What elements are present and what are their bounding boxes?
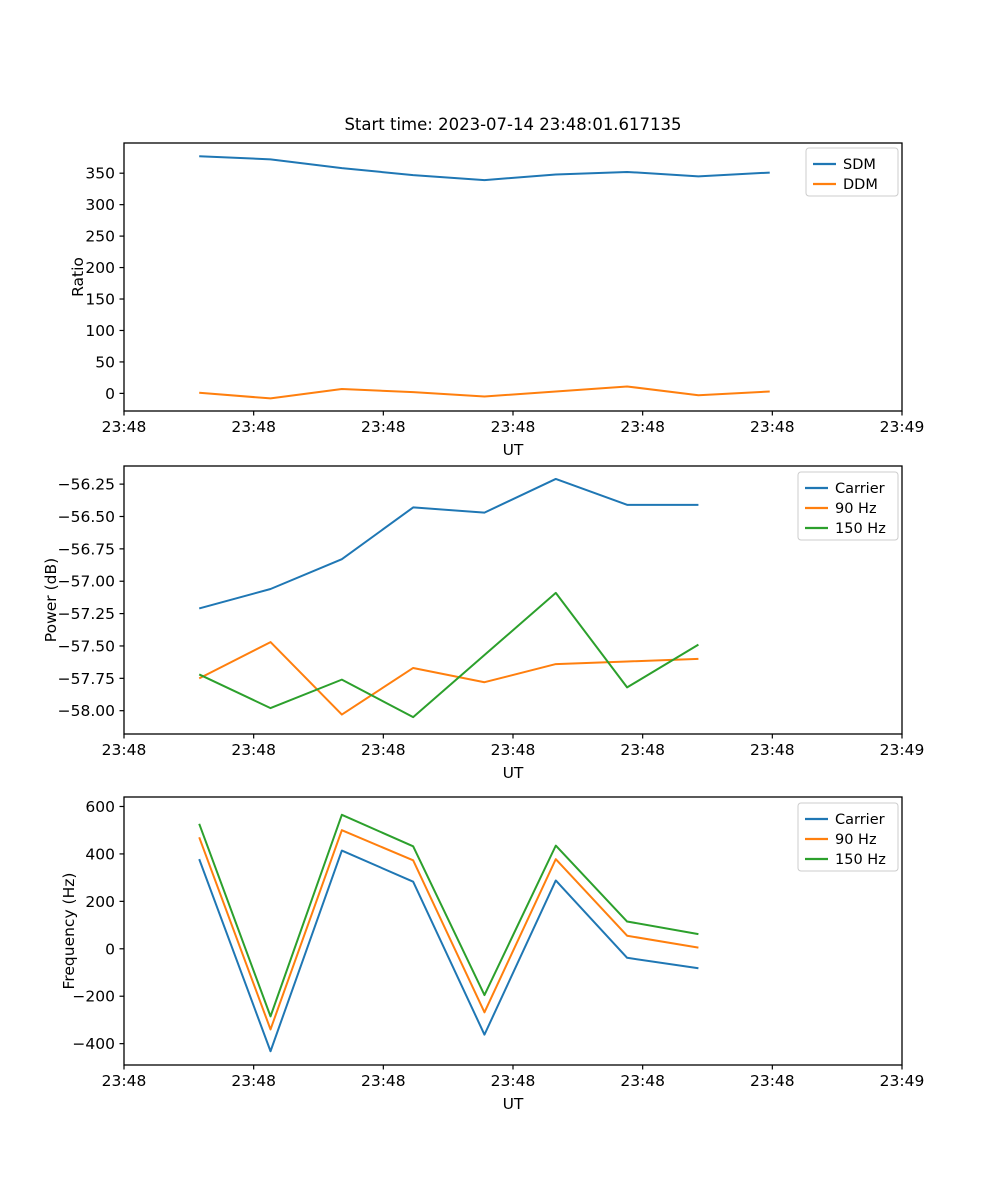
y-tick-label: 300 (85, 196, 115, 214)
x-tick-label: 23:48 (361, 741, 406, 759)
x-tick-label: 23:48 (231, 741, 276, 759)
x-tick-label: 23:48 (620, 418, 665, 436)
x-tick-label: 23:48 (750, 741, 795, 759)
x-tick-label: 23:48 (231, 418, 276, 436)
y-tick-label: −57.00 (58, 573, 115, 591)
y-tick-label: 100 (85, 322, 115, 340)
y-tick-label: 200 (85, 893, 115, 911)
y-tick-label: 350 (85, 165, 115, 183)
legend-label-90-hz: 90 Hz (835, 832, 877, 848)
x-tick-label: 23:48 (491, 418, 536, 436)
x-tick-label: 23:49 (880, 741, 925, 759)
x-tick-label: 23:48 (102, 418, 147, 436)
x-tick-label: 23:48 (620, 741, 665, 759)
y-tick-label: 0 (105, 385, 115, 403)
x-tick-label: 23:48 (491, 741, 536, 759)
y-tick-label: 0 (105, 940, 115, 958)
series-line-150-hz (198, 813, 699, 1018)
series-line-carrier (198, 477, 699, 610)
legend-label-sdm: SDM (843, 157, 876, 173)
chart-power-plot: 23:48 23:48 23:48 23:48 23:48 23:48 23:49 −58.0… (42, 465, 925, 782)
series-line-90-hz (198, 641, 699, 716)
x-tick-label: 23:49 (880, 418, 925, 436)
x-tick-label: 23:48 (750, 418, 795, 436)
y-tick-label: 150 (85, 291, 115, 309)
y-tick-label: 250 (85, 228, 115, 246)
x-tick-label: 23:48 (750, 1072, 795, 1090)
series-line-150-hz (198, 591, 699, 719)
legend-label-ddm: DDM (843, 177, 878, 193)
chart-frequency-plot: 23:48 23:48 23:48 23:48 23:48 23:48 23:49 −400 −… (60, 796, 925, 1113)
frequency-plot-legend: Carrier 90 Hz 150 Hz (797, 802, 899, 872)
y-tick-label: −57.75 (58, 670, 115, 688)
y-tick-label: −56.25 (58, 476, 115, 494)
ratio-plot-legend: SDM DDM (805, 147, 899, 197)
page-title: Start time: 2023-07-14 23:48:01.617135 (344, 115, 681, 134)
legend-label-carrier: Carrier (835, 481, 885, 497)
series-line-90-hz (198, 829, 699, 1031)
y-tick-label: −56.75 (58, 540, 115, 558)
x-axis-label: UT (503, 764, 524, 782)
series-line-ddm (199, 385, 770, 400)
y-axis-label: Frequency (Hz) (60, 873, 78, 990)
x-axis-label: UT (503, 1095, 524, 1113)
x-tick-label: 23:48 (620, 1072, 665, 1090)
x-tick-label: 23:48 (361, 1072, 406, 1090)
legend-label-carrier: Carrier (835, 812, 885, 828)
x-axis-label: UT (503, 441, 524, 459)
x-tick-label: 23:48 (361, 418, 406, 436)
legend-label-150-hz: 150 Hz (835, 852, 886, 868)
x-tick-label: 23:49 (880, 1072, 925, 1090)
legend-label-90-hz: 90 Hz (835, 501, 877, 517)
y-tick-label: −57.50 (58, 637, 115, 655)
legend-label-150-hz: 150 Hz (835, 521, 886, 537)
series-line-sdm (199, 155, 770, 182)
x-tick-label: 23:48 (102, 741, 147, 759)
y-tick-label: −58.00 (58, 702, 115, 720)
chart-ratio-plot: 23:48 23:48 23:48 23:48 23:48 23:48 23:49 0 50 10… (69, 142, 925, 459)
y-tick-label: 400 (85, 845, 115, 863)
y-tick-label: −400 (72, 1035, 115, 1053)
y-axis-label: Ratio (69, 257, 87, 297)
y-tick-label: −56.50 (58, 508, 115, 526)
x-tick-label: 23:48 (491, 1072, 536, 1090)
y-tick-label: 200 (85, 259, 115, 277)
x-tick-label: 23:48 (231, 1072, 276, 1090)
y-axis-label: Power (dB) (42, 558, 60, 642)
y-tick-label: −200 (72, 988, 115, 1006)
series-line-carrier (198, 849, 699, 1053)
x-tick-label: 23:48 (102, 1072, 147, 1090)
y-tick-label: 50 (95, 353, 115, 371)
power-plot-legend: Carrier 90 Hz 150 Hz (797, 471, 899, 541)
y-tick-label: −57.25 (58, 605, 115, 623)
y-tick-label: 600 (85, 798, 115, 816)
